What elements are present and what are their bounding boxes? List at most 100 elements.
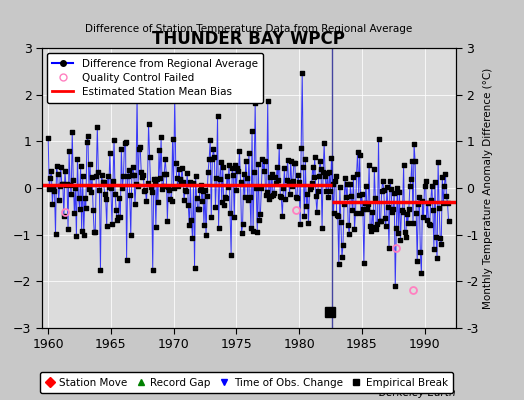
Point — [80, 232, 88, 238]
Point — [195, 187, 204, 194]
Point — [430, 246, 438, 252]
Point — [275, 142, 283, 149]
Point — [151, 224, 160, 230]
Point — [134, 182, 143, 189]
Point — [440, 182, 449, 189]
Point — [283, 157, 292, 164]
Point — [204, 168, 212, 175]
Point — [330, 209, 338, 216]
Point — [191, 173, 200, 180]
Point — [141, 187, 149, 194]
Point — [381, 223, 390, 230]
Point — [395, 189, 403, 195]
Point — [358, 206, 367, 213]
Point — [209, 146, 217, 152]
Point — [444, 218, 453, 224]
Point — [109, 178, 117, 184]
Point — [401, 234, 410, 240]
Point — [224, 184, 232, 190]
Point — [86, 161, 94, 167]
Point — [249, 228, 257, 234]
Point — [417, 270, 425, 276]
Point — [221, 194, 229, 201]
Point — [372, 226, 380, 232]
Point — [73, 156, 82, 162]
Point — [273, 163, 281, 170]
Point — [114, 214, 123, 220]
Point — [355, 152, 364, 158]
Point — [418, 198, 427, 204]
Point — [82, 205, 90, 211]
Point — [68, 129, 77, 136]
Point — [107, 184, 115, 191]
Point — [117, 146, 126, 152]
Point — [61, 168, 69, 174]
Point — [375, 217, 384, 224]
Point — [97, 172, 106, 178]
Point — [319, 169, 328, 176]
Point — [178, 164, 186, 171]
Point — [379, 186, 388, 193]
Point — [342, 194, 351, 200]
Point — [282, 177, 291, 183]
Point — [297, 144, 305, 151]
Point — [49, 185, 58, 191]
Point — [207, 214, 215, 220]
Point — [112, 206, 121, 213]
Point — [132, 180, 140, 187]
Point — [166, 196, 174, 202]
Point — [104, 173, 112, 180]
Point — [408, 158, 416, 164]
Point — [183, 170, 191, 176]
Point — [200, 222, 208, 228]
Point — [318, 225, 326, 231]
Point — [317, 166, 325, 172]
Point — [93, 124, 102, 130]
Point — [441, 170, 450, 177]
Point — [380, 215, 389, 221]
Point — [340, 201, 348, 208]
Point — [264, 98, 272, 104]
Point — [201, 187, 209, 194]
Point — [180, 197, 188, 203]
Point — [211, 204, 220, 210]
Point — [176, 176, 184, 182]
Point — [78, 228, 86, 234]
Point — [438, 174, 446, 180]
Point — [305, 186, 314, 192]
Point — [245, 149, 253, 156]
Point — [158, 186, 166, 192]
Point — [56, 182, 64, 189]
Point — [276, 193, 285, 199]
Point — [402, 211, 411, 218]
Point — [346, 180, 355, 187]
Point — [103, 222, 111, 229]
Point — [155, 147, 163, 154]
Point — [62, 182, 70, 188]
Point — [331, 178, 339, 184]
Point — [47, 168, 56, 174]
Point — [388, 208, 396, 215]
Point — [72, 233, 81, 240]
Point — [90, 229, 99, 236]
Point — [239, 171, 248, 177]
Point — [281, 196, 290, 203]
Point — [389, 206, 397, 212]
Point — [60, 213, 68, 220]
Point — [368, 208, 376, 215]
Text: Difference of Station Temperature Data from Regional Average: Difference of Station Temperature Data f… — [85, 24, 412, 34]
Point — [292, 194, 300, 200]
Point — [383, 184, 391, 190]
Point — [421, 178, 430, 184]
Point — [326, 188, 335, 194]
Point — [58, 181, 66, 187]
Point — [148, 267, 157, 273]
Point — [439, 200, 447, 206]
Point — [435, 205, 443, 212]
Point — [370, 166, 378, 172]
Point — [391, 283, 399, 290]
Point — [234, 168, 243, 174]
Point — [131, 201, 139, 207]
Point — [188, 235, 196, 241]
Point — [187, 217, 195, 224]
